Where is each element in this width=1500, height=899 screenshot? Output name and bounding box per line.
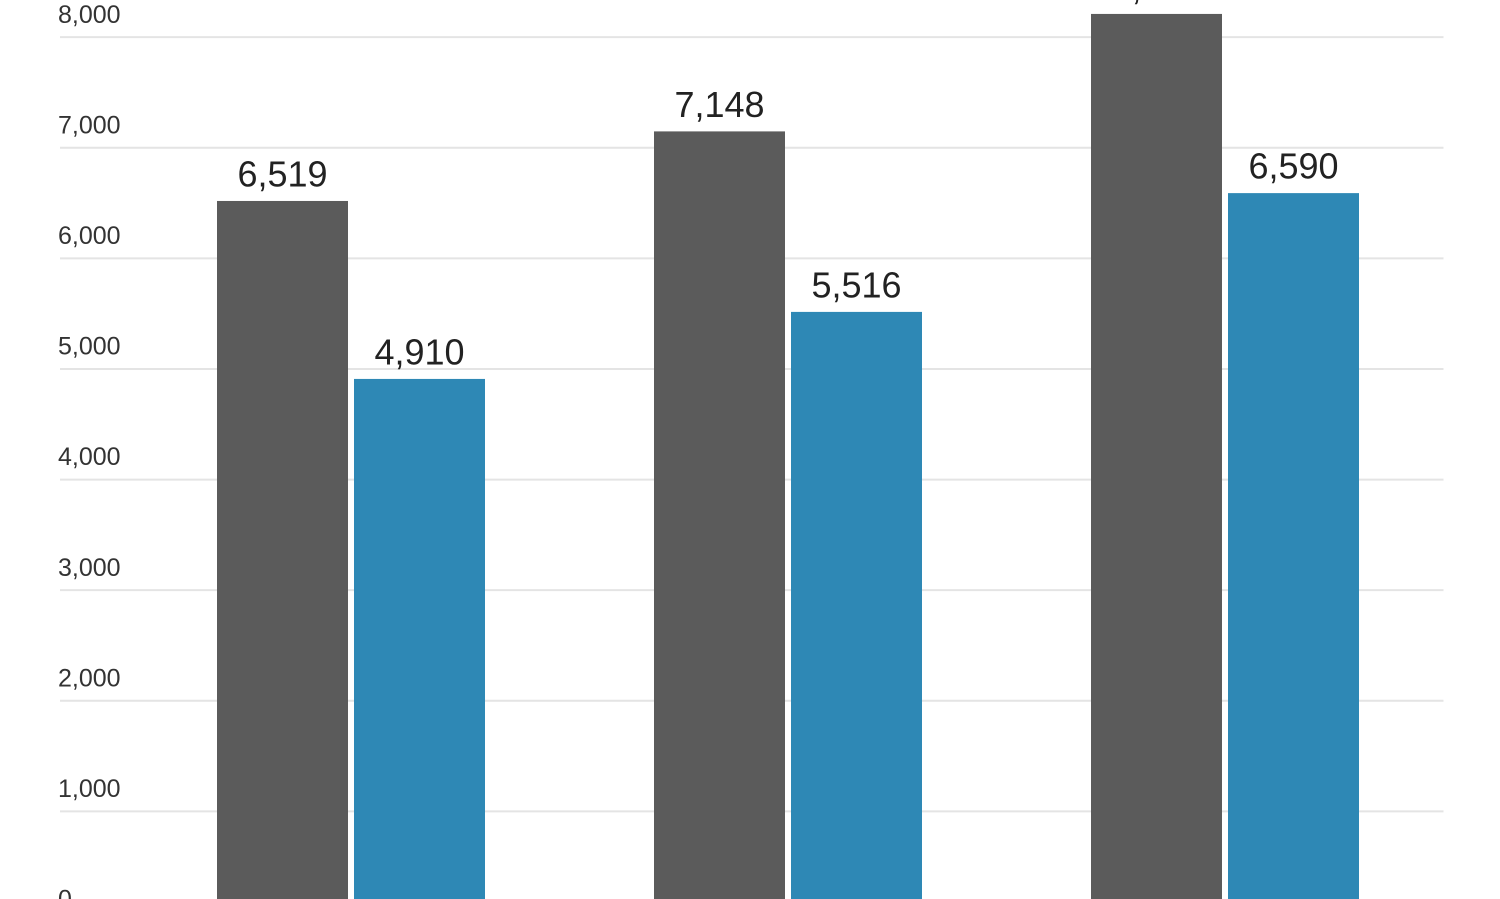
- bar: [1228, 193, 1359, 899]
- bar: [217, 200, 348, 899]
- value-label: 7,148: [674, 84, 764, 125]
- value-label: 4,910: [374, 331, 464, 372]
- bar: [791, 311, 922, 899]
- y-tick-label: 1,000: [58, 775, 121, 803]
- y-tick-label: 7,000: [58, 111, 121, 139]
- y-tick-label: 2,000: [58, 664, 121, 692]
- y-tick-label: 8,000: [58, 1, 121, 29]
- value-label: 8,210: [1111, 0, 1201, 7]
- y-tick-label: 3,000: [58, 554, 121, 582]
- value-label: 6,590: [1248, 146, 1338, 187]
- bar: [654, 131, 785, 899]
- bar: [354, 378, 485, 899]
- value-label: 5,516: [811, 264, 901, 305]
- value-label: 6,519: [237, 153, 327, 194]
- y-tick-label: 4,000: [58, 443, 121, 471]
- y-tick-label: 0: [58, 886, 72, 899]
- bar: [1091, 13, 1222, 899]
- y-tick-label: 6,000: [58, 222, 121, 250]
- y-tick-label: 5,000: [58, 333, 121, 361]
